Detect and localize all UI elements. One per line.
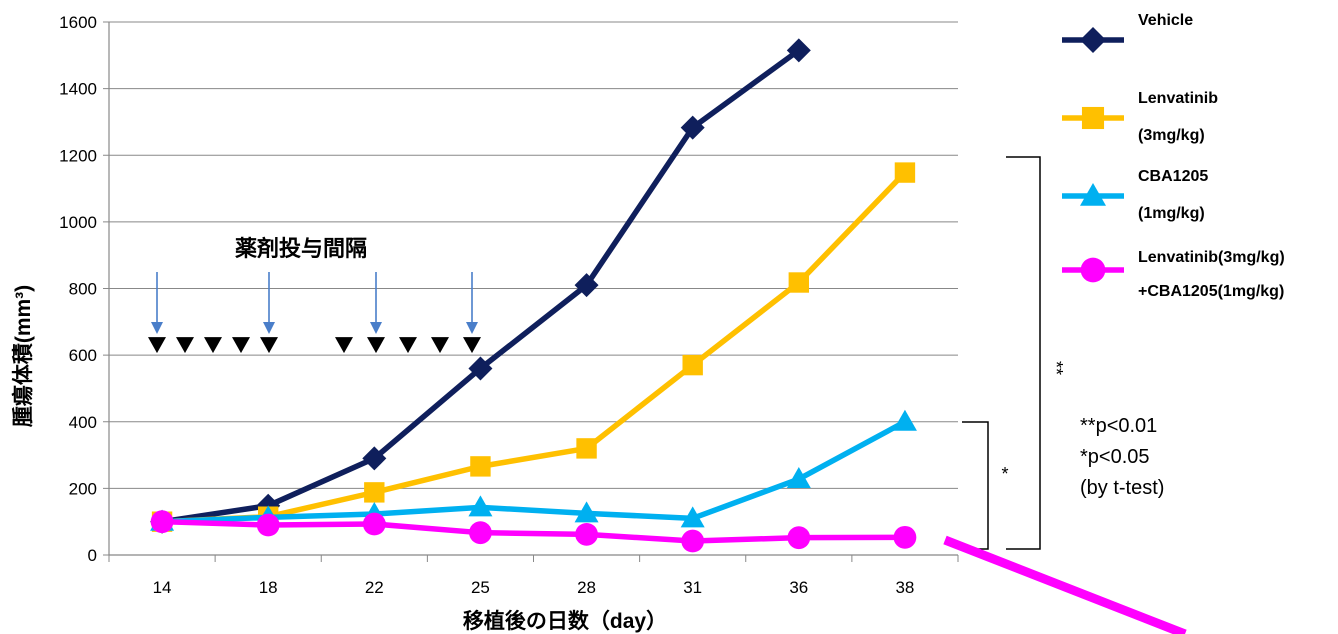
y-tick-label: 400 (69, 413, 97, 432)
series-line (161, 419, 907, 525)
single-star-bracket (962, 421, 989, 550)
x-axis-title: 移植後の日数（day） (463, 609, 667, 633)
data-point (574, 501, 599, 523)
double-star-bracket (1006, 156, 1041, 550)
legend-label: (1mg/kg) (1138, 205, 1205, 222)
data-point (892, 409, 917, 431)
data-point (680, 115, 705, 140)
x-tick-label: 36 (789, 578, 808, 597)
legend-item: Lenvatinib (3mg/kg) (1062, 90, 1218, 144)
series-group (150, 38, 917, 553)
data-point (468, 495, 493, 517)
axes (103, 21, 959, 562)
data-point (150, 510, 174, 534)
data-point (894, 162, 916, 183)
data-point (681, 529, 705, 553)
x-tick-label: 38 (895, 578, 914, 597)
data-point (468, 356, 493, 381)
legend-label: Vehicle (1138, 12, 1193, 29)
legend-label: Lenvatinib(3mg/kg) (1138, 249, 1285, 266)
series-2 (150, 409, 917, 531)
legend-swatch-marker (1080, 257, 1106, 283)
pointer-arrow-line (943, 535, 1187, 634)
dose-triangle (176, 337, 194, 354)
data-point (256, 513, 280, 537)
note-p001: **p<0.01 (1080, 415, 1157, 437)
dose-arrow-head (370, 322, 382, 334)
data-point (786, 38, 811, 63)
data-point (786, 467, 811, 489)
dose-arrow-head (151, 322, 163, 334)
data-point (469, 521, 492, 545)
legend-item: CBA1205 (1mg/kg) (1062, 168, 1208, 222)
data-point (362, 446, 387, 471)
legend-label: (3mg/kg) (1138, 127, 1205, 144)
dose-arrow-head (263, 322, 275, 334)
legend: Vehicle Lenvatinib (3mg/kg) CBA1205 (1mg/kg)… (1062, 12, 1285, 300)
note-ttest: (by t-test) (1080, 477, 1164, 499)
y-tick-label: 0 (88, 546, 97, 565)
y-tick-label: 1400 (59, 80, 97, 99)
dose-triangle (335, 337, 353, 354)
data-point (575, 522, 598, 546)
dosing-markers (148, 272, 481, 354)
dose-triangle (399, 337, 417, 354)
y-tick-label: 1000 (59, 213, 97, 232)
dose-triangle (463, 337, 481, 354)
data-point (574, 273, 599, 298)
dose-triangle (148, 337, 166, 354)
data-point (787, 526, 811, 550)
data-point (364, 482, 385, 503)
x-tick-label: 31 (683, 578, 702, 597)
grid-lines (109, 21, 958, 489)
x-tick-label: 22 (365, 578, 384, 597)
x-tick-label: 14 (153, 578, 172, 597)
data-point (680, 506, 705, 528)
series-line (161, 518, 905, 544)
tick-labels: 0 200 400 600 800 1000 1200 1400 1600 14 18 22 25 28 3… (59, 13, 914, 597)
series-line (161, 48, 801, 525)
data-point (682, 354, 703, 376)
y-tick-label: 800 (69, 280, 97, 299)
series-line (161, 170, 907, 525)
dose-triangle (367, 337, 385, 354)
x-tick-label: 18 (259, 578, 278, 597)
dose-triangle (431, 337, 449, 354)
x-tick-label: 28 (577, 578, 596, 597)
double-star-label: ** (1046, 361, 1066, 375)
legend-swatch-marker (1081, 106, 1105, 130)
legend-label: CBA1205 (1138, 168, 1208, 185)
legend-item: Lenvatinib(3mg/kg) +CBA1205(1mg/kg) (1062, 249, 1285, 300)
single-star-label: * (1001, 464, 1008, 484)
data-point (893, 525, 917, 549)
data-point (788, 272, 810, 293)
data-point (362, 512, 386, 536)
dose-triangle (204, 337, 222, 354)
legend-item: Vehicle (1062, 12, 1193, 53)
data-point (470, 456, 491, 477)
x-tick-label: 25 (471, 578, 490, 597)
dosing-interval-label: 薬剤投与間隔 (235, 236, 367, 261)
y-tick-label: 1200 (59, 146, 97, 165)
legend-swatch-marker (1080, 27, 1106, 53)
significance-brackets: ** * (962, 156, 1066, 550)
legend-label: Lenvatinib (1138, 90, 1218, 107)
y-axis-title: 腫瘍体積(mm³) (11, 285, 35, 427)
dose-arrow-head (466, 322, 478, 334)
legend-label: +CBA1205(1mg/kg) (1138, 283, 1284, 300)
significance-notes: **p<0.01 *p<0.05 (by t-test) (1080, 415, 1164, 499)
y-tick-label: 200 (69, 479, 97, 498)
y-tick-label: 1600 (59, 13, 97, 32)
note-p005: *p<0.05 (1080, 446, 1150, 468)
legend-swatch-marker (1080, 183, 1106, 206)
dose-triangle (232, 337, 250, 354)
series-3 (150, 510, 917, 553)
dose-triangle (260, 337, 278, 354)
y-tick-label: 600 (69, 346, 97, 365)
data-point (576, 438, 597, 459)
